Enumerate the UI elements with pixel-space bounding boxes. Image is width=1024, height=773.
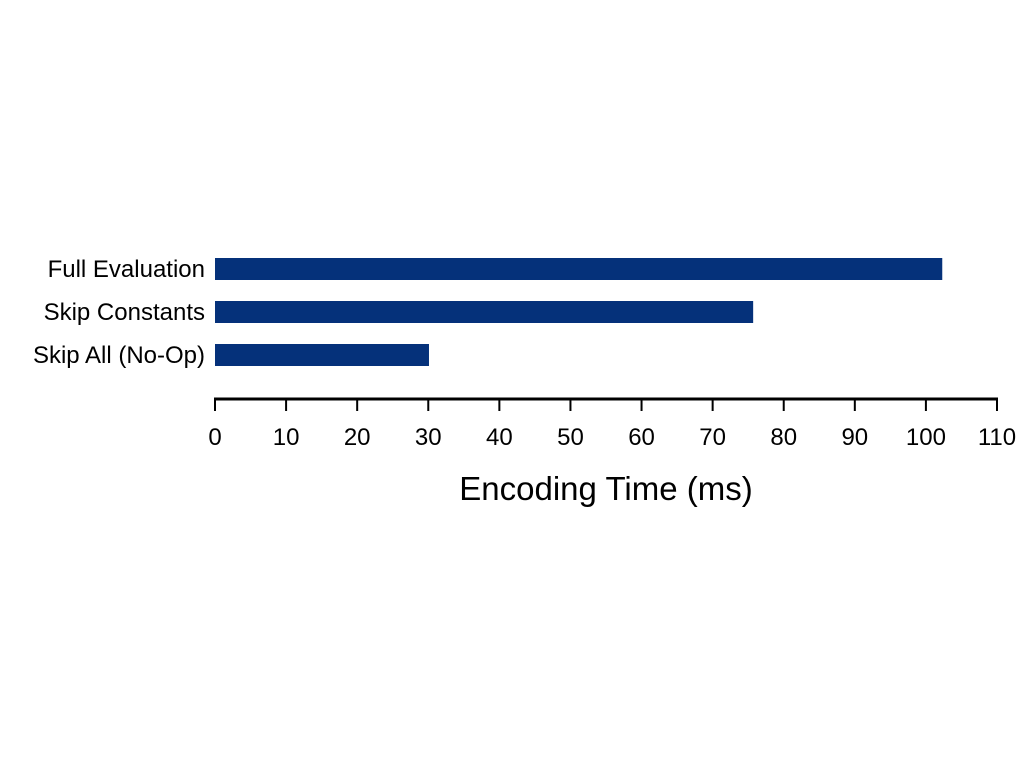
- x-tick-label: 30: [415, 424, 442, 451]
- x-tick-label: 110: [978, 424, 1016, 451]
- category-labels: Full Evaluation Skip Constants Skip All (N…: [33, 256, 205, 369]
- x-tick-label: 90: [841, 424, 868, 451]
- category-label-full-evaluation: Full Evaluation: [48, 256, 205, 283]
- bar-skip-all-no-op: [215, 344, 429, 366]
- x-tick-label: 40: [486, 424, 513, 451]
- x-tick-label: 20: [344, 424, 371, 451]
- x-tick-label: 80: [770, 424, 797, 451]
- category-label-skip-constants: Skip Constants: [44, 299, 205, 326]
- x-tick-label: 70: [699, 424, 726, 451]
- x-axis: 0 10 20 30 40 50 60 70 80 90 100 110: [208, 397, 1016, 451]
- x-tick-label: 100: [906, 424, 946, 451]
- bars-layer: [215, 258, 943, 366]
- bar-skip-constants: [215, 301, 754, 323]
- bar-full-evaluation: [215, 258, 943, 280]
- x-tick-label: 10: [273, 424, 300, 451]
- x-axis-title: Encoding Time (ms): [459, 470, 752, 507]
- x-tick-label: 60: [628, 424, 655, 451]
- x-tick-label: 0: [208, 424, 221, 451]
- x-tick-label: 50: [557, 424, 584, 451]
- category-label-skip-all-no-op: Skip All (No-Op): [33, 342, 205, 369]
